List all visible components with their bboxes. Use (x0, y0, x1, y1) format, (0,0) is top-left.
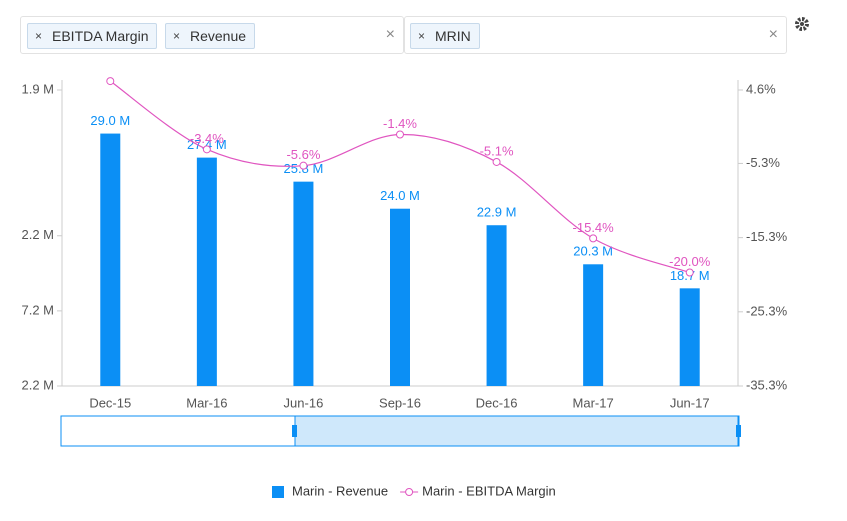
clear[interactable]: × (768, 26, 778, 43)
data-label: 27.4 M (187, 137, 227, 152)
data-label: -5.6% (286, 147, 320, 162)
y-tick-label: 1.9 M (21, 81, 54, 96)
chip[interactable]: × EBITDA Margin (27, 23, 158, 49)
bar (390, 208, 410, 386)
bar (583, 264, 604, 386)
bar (486, 225, 507, 386)
chip-label: Revenue (190, 28, 247, 44)
chip-label: EBITDA Margin (52, 28, 149, 44)
navigator-handle[interactable] (736, 425, 741, 437)
point (396, 130, 404, 139)
bar (293, 181, 314, 386)
y2-tick-label: -35.3% (746, 377, 788, 392)
data-label: 20.3 M (573, 244, 613, 259)
y2-tick-label: 4.6% (746, 81, 776, 96)
point (299, 161, 308, 170)
data-label: 29.0 M (90, 113, 130, 128)
data-label: -3.4% (190, 131, 224, 146)
x-tick-label: Mar-17 (573, 395, 614, 410)
x-tick-label: Jun-16 (284, 395, 324, 410)
point (202, 145, 211, 154)
point (106, 77, 115, 86)
legend-label: Marin - Revenue (292, 483, 388, 498)
y2-tick-label: -25.3% (746, 303, 788, 318)
bar (196, 157, 217, 386)
bar (679, 288, 700, 386)
y-tick-label: 2.2 M (21, 377, 54, 392)
ticker-select[interactable]: × MRIN × (404, 16, 787, 54)
point (492, 157, 501, 166)
point (589, 234, 598, 243)
data-label: -15.4% (573, 220, 615, 235)
navigator-handle[interactable] (292, 425, 297, 437)
metric-select[interactable]: × EBITDA Margin × Revenue × (20, 16, 404, 54)
y2-tick-label: -15.3% (746, 229, 788, 244)
x-tick-label: Mar-16 (186, 395, 227, 410)
legend-swatch (272, 486, 284, 498)
chip-label: MRIN (435, 28, 471, 44)
navigator-range[interactable] (294, 415, 739, 447)
y-tick-label: 7.2 M (21, 302, 54, 317)
y-tick-label: 2.2 M (21, 227, 54, 242)
data-label: 22.9 M (477, 205, 517, 220)
legend-swatch (405, 488, 414, 496)
data-label: -5.1% (480, 143, 514, 158)
clear[interactable]: × (385, 26, 395, 43)
x-tick-label: Jun-17 (670, 395, 710, 410)
y2-tick-label: -5.3% (746, 155, 780, 170)
legend-label: Marin - EBITDA Margin (422, 483, 556, 498)
x-tick-label: Dec-15 (89, 395, 131, 410)
data-label: -1.4% (383, 116, 417, 131)
data-label: -20.0% (669, 254, 711, 269)
chip[interactable]: × MRIN (410, 23, 480, 49)
x-tick-label: Dec-16 (476, 395, 518, 410)
bar (100, 133, 121, 386)
settings-icon[interactable] (795, 17, 809, 31)
data-label: 24.0 M (380, 188, 420, 203)
chip[interactable]: × Revenue (165, 23, 256, 49)
point (685, 268, 694, 277)
x-tick-label: Sep-16 (379, 395, 421, 410)
